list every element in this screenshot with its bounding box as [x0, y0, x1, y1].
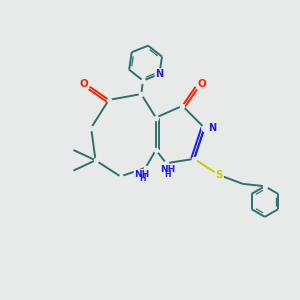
Text: N: N — [208, 123, 216, 133]
Text: H: H — [164, 170, 171, 179]
Text: S: S — [215, 170, 223, 180]
Text: H: H — [139, 174, 145, 183]
Text: NH: NH — [134, 169, 150, 178]
Text: O: O — [197, 79, 206, 89]
Text: N: N — [155, 69, 164, 79]
Text: NH: NH — [160, 165, 175, 174]
Text: O: O — [80, 79, 88, 89]
